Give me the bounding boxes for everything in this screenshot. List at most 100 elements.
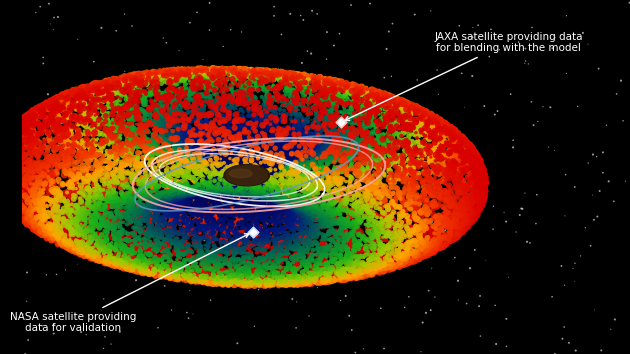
Point	[350, 141, 360, 147]
Point	[32, 105, 42, 111]
Point	[210, 84, 220, 90]
Point	[340, 99, 350, 105]
Point	[166, 116, 176, 122]
Point	[307, 219, 317, 225]
Point	[209, 138, 219, 144]
Point	[198, 182, 209, 187]
Point	[298, 120, 308, 126]
Point	[103, 230, 113, 236]
Point	[241, 281, 251, 287]
Point	[421, 149, 432, 154]
Point	[266, 167, 277, 173]
Point	[449, 236, 459, 242]
Point	[157, 190, 167, 195]
Point	[194, 187, 204, 193]
Point	[180, 204, 190, 210]
Point	[268, 278, 278, 284]
Point	[181, 145, 192, 150]
Point	[297, 280, 307, 285]
Point	[335, 261, 345, 267]
Point	[163, 205, 173, 211]
Point	[205, 161, 215, 167]
Point	[186, 277, 197, 283]
Point	[49, 120, 59, 126]
Point	[362, 174, 372, 179]
Point	[55, 107, 65, 113]
Point	[202, 157, 212, 162]
Point	[209, 259, 219, 265]
Point	[277, 200, 287, 205]
Point	[306, 51, 316, 56]
Point	[165, 234, 175, 240]
Point	[386, 242, 396, 248]
Point	[221, 113, 231, 119]
Point	[152, 225, 163, 231]
Point	[301, 146, 311, 152]
Point	[209, 165, 219, 170]
Point	[297, 154, 307, 160]
Point	[241, 169, 251, 175]
Point	[304, 274, 314, 280]
Point	[311, 148, 321, 154]
Point	[320, 120, 330, 125]
Point	[367, 87, 377, 92]
Point	[57, 92, 67, 98]
Point	[262, 159, 272, 164]
Point	[478, 196, 488, 202]
Point	[202, 176, 212, 182]
Point	[34, 228, 44, 233]
Point	[409, 259, 419, 264]
Point	[229, 147, 239, 153]
Point	[214, 195, 224, 201]
Point	[208, 183, 218, 189]
Point	[303, 234, 313, 239]
Point	[273, 166, 284, 172]
Point	[226, 118, 236, 123]
Point	[264, 193, 274, 199]
Point	[309, 191, 319, 197]
Point	[266, 182, 277, 188]
Point	[191, 95, 201, 101]
Point	[42, 234, 52, 239]
Point	[166, 193, 176, 198]
Point	[298, 143, 308, 149]
Point	[246, 230, 256, 236]
Point	[429, 135, 439, 140]
Point	[243, 101, 253, 107]
Point	[278, 160, 288, 166]
Point	[249, 86, 259, 91]
Point	[229, 106, 239, 112]
Point	[243, 182, 253, 188]
Point	[138, 88, 148, 94]
Point	[204, 153, 214, 158]
Point	[206, 180, 216, 186]
Point	[467, 178, 477, 184]
Point	[238, 190, 248, 196]
Point	[304, 136, 314, 142]
Point	[229, 162, 239, 168]
Point	[200, 195, 210, 201]
Point	[198, 183, 208, 188]
Point	[404, 201, 414, 207]
Point	[338, 176, 348, 182]
Point	[95, 238, 105, 244]
Point	[425, 134, 435, 139]
Point	[249, 187, 259, 193]
Point	[247, 141, 257, 147]
Point	[230, 176, 240, 182]
Point	[290, 245, 300, 251]
Point	[211, 164, 221, 170]
Point	[230, 158, 240, 164]
Point	[457, 219, 467, 225]
Point	[266, 183, 276, 188]
Point	[144, 251, 154, 257]
Point	[34, 113, 44, 119]
Point	[140, 121, 151, 127]
Point	[246, 126, 256, 132]
Point	[10, 171, 20, 177]
Point	[51, 96, 61, 102]
Point	[272, 217, 282, 223]
Point	[317, 210, 327, 215]
Point	[143, 137, 153, 142]
Point	[9, 171, 20, 177]
